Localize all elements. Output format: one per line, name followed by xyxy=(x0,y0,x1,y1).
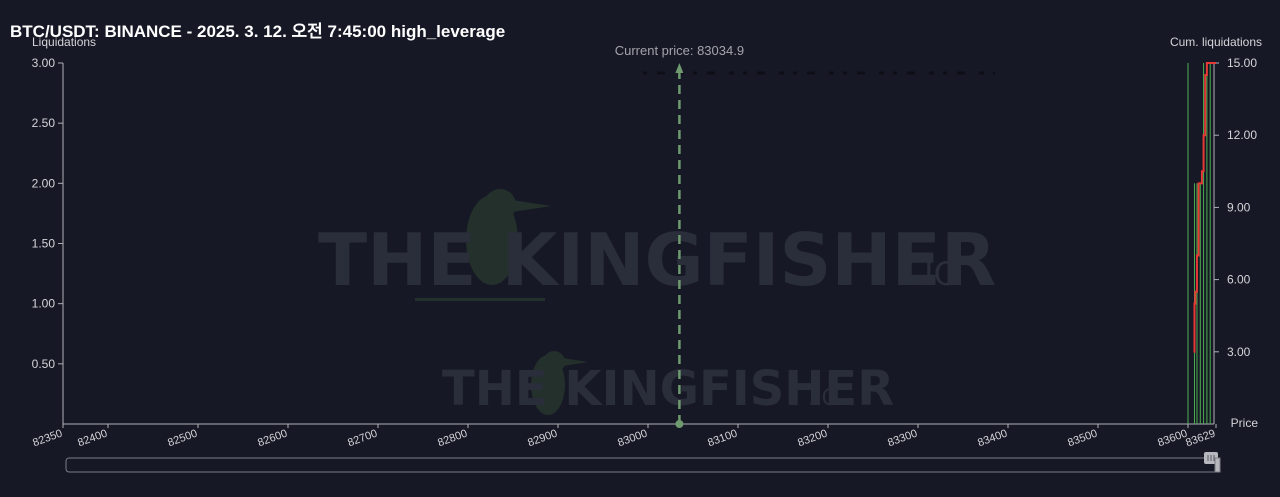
x-tick-label: 82600 xyxy=(256,428,289,450)
y-tick-label: 0.50 xyxy=(32,357,56,371)
current-price-marker: Current price: 83034.9 xyxy=(615,43,744,428)
watermark-large: THE KINGFISHER .IO xyxy=(318,189,996,302)
x-tick-label: 82350 xyxy=(31,428,64,450)
kingfisher-bird-icon-small xyxy=(531,351,588,415)
x-tick-label: 82800 xyxy=(436,428,469,450)
watermark-brand-large: THE KINGFISHER xyxy=(318,218,996,302)
liquidation-bar xyxy=(1187,63,1189,424)
x-tick-label: 83300 xyxy=(886,428,919,450)
current-price-label: Current price: 83034.9 xyxy=(615,43,744,58)
chart-title: BTC/USDT: BINANCE - 2025. 3. 12. 오전 7:45… xyxy=(10,22,506,41)
x-tick-label: 82900 xyxy=(526,428,559,450)
x-tick-label: 82400 xyxy=(76,428,109,450)
x-axis-ticks: 82350 82400 82500 82600 82700 82800 82900 83000… xyxy=(31,424,1217,449)
watermark-suffix-large: .IO xyxy=(914,255,959,293)
x-tick-label: 83629 xyxy=(1184,428,1217,450)
liquidation-bar xyxy=(1196,183,1198,424)
cumulative-liquidation-line xyxy=(1193,62,1216,353)
x-tick-label: 83500 xyxy=(1066,428,1099,450)
cumulative-line-path xyxy=(1193,62,1216,353)
y-tick-label: 1.00 xyxy=(32,297,56,311)
y2-tick-label: 9.00 xyxy=(1227,200,1251,214)
watermark-suffix-small: .IO xyxy=(808,386,839,411)
current-price-dot xyxy=(675,420,684,428)
watermark-brand-small: THE KINGFISHER xyxy=(442,361,894,417)
y-tick-label: 2.50 xyxy=(32,116,56,130)
x-axis-label: Price xyxy=(1231,416,1259,430)
y-axis-label: Liquidations xyxy=(32,35,96,49)
range-slider-handle[interactable] xyxy=(1204,452,1221,473)
range-slider[interactable] xyxy=(65,452,1221,473)
y-tick-label: 2.00 xyxy=(32,176,56,190)
x-tick-label: 82700 xyxy=(346,428,379,450)
x-tick-label: 83200 xyxy=(796,428,829,450)
watermark-small: THE KINGFISHER .IO xyxy=(442,351,894,417)
x-tick-label: 83000 xyxy=(616,428,649,450)
x-tick-label: 83100 xyxy=(706,428,739,450)
y-tick-label: 1.50 xyxy=(32,237,56,251)
range-slider-track[interactable] xyxy=(65,457,1221,473)
liquidation-bar xyxy=(1206,63,1208,424)
y2-axis-label: Cum. liquidations xyxy=(1170,35,1262,49)
y-tick-label: 3.00 xyxy=(32,56,56,70)
current-price-arrow xyxy=(675,63,684,73)
x-tick-label: 82500 xyxy=(166,428,199,450)
y2-tick-label: 3.00 xyxy=(1227,345,1251,359)
y-axis-ticks: 0.50 1.00 1.50 2.00 2.50 3.00 xyxy=(32,56,63,371)
liquidation-bar xyxy=(1203,63,1205,424)
y2-tick-label: 6.00 xyxy=(1227,273,1251,287)
liquidation-bar xyxy=(1199,183,1201,424)
kingfisher-bird-icon xyxy=(415,189,552,301)
y2-axis-ticks: 3.00 6.00 9.00 12.00 15.00 xyxy=(1214,56,1257,359)
y2-tick-label: 12.00 xyxy=(1227,128,1257,142)
x-tick-label: 83400 xyxy=(976,428,1009,450)
y2-tick-label: 15.00 xyxy=(1227,56,1257,70)
liquidation-bar xyxy=(1209,63,1211,424)
